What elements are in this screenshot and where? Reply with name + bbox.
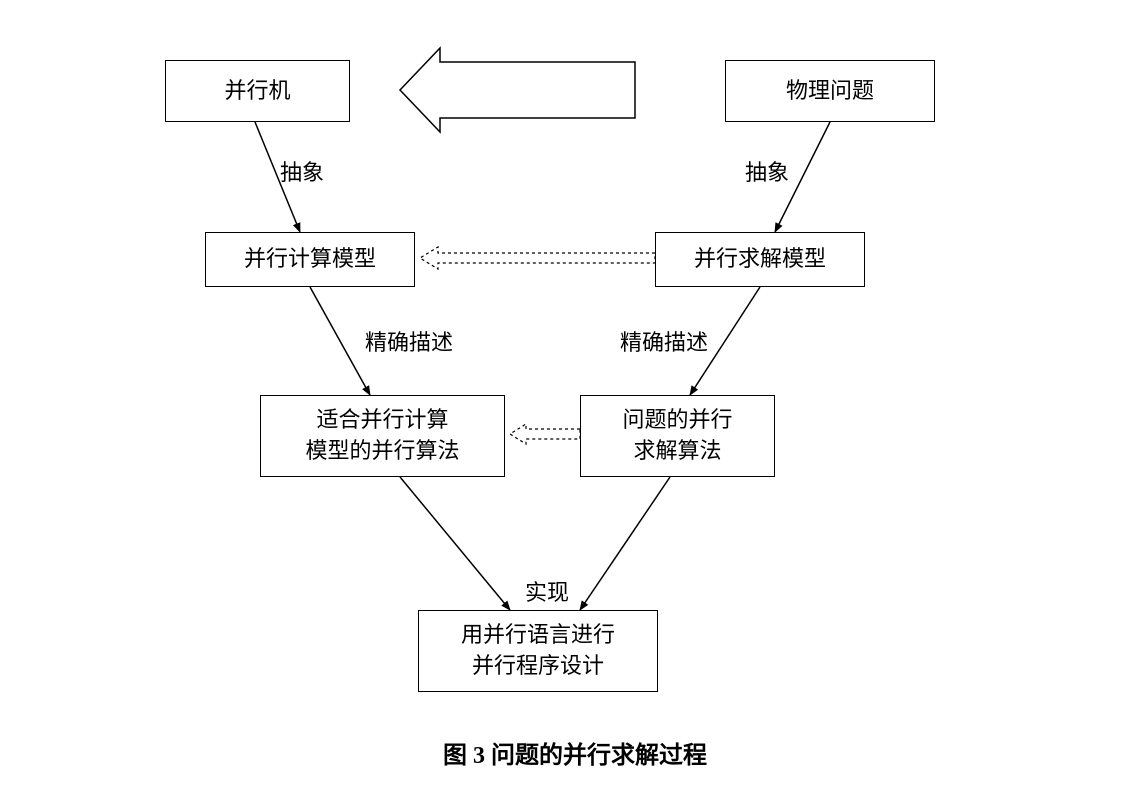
figure-caption: 图 3 问题的并行求解过程	[395, 735, 755, 770]
node-suitable-parallel-algorithm: 适合并行计算 模型的并行算法	[260, 395, 505, 477]
label-abstract-right: 抽象	[745, 155, 789, 187]
dashed-arrow-1	[420, 247, 655, 269]
node-problem-parallel-algorithm: 问题的并行 求解算法	[580, 395, 775, 477]
label-abstract-left: 抽象	[280, 155, 324, 187]
node-parallel-solve-model: 并行求解模型	[655, 232, 865, 287]
node-physical-problem: 物理问题	[725, 60, 935, 122]
node-parallel-machine: 并行机	[165, 60, 350, 122]
dashed-arrow-2	[510, 424, 580, 444]
edge-n3-n5	[310, 287, 370, 395]
label-precise-right: 精确描述	[620, 325, 708, 357]
label-mapping: 映射	[490, 80, 534, 112]
label-implement: 实现	[525, 575, 569, 607]
node-parallel-program-design: 用并行语言进行 并行程序设计	[418, 610, 658, 692]
solid-arrows	[255, 122, 830, 610]
edge-n5-n7	[400, 477, 510, 610]
label-precise-left: 精确描述	[365, 325, 453, 357]
node-parallel-compute-model: 并行计算模型	[205, 232, 415, 287]
edge-n6-n7	[580, 477, 670, 610]
diagram-canvas: 并行机 物理问题 并行计算模型 并行求解模型 适合并行计算 模型的并行算法 问题…	[0, 0, 1146, 800]
